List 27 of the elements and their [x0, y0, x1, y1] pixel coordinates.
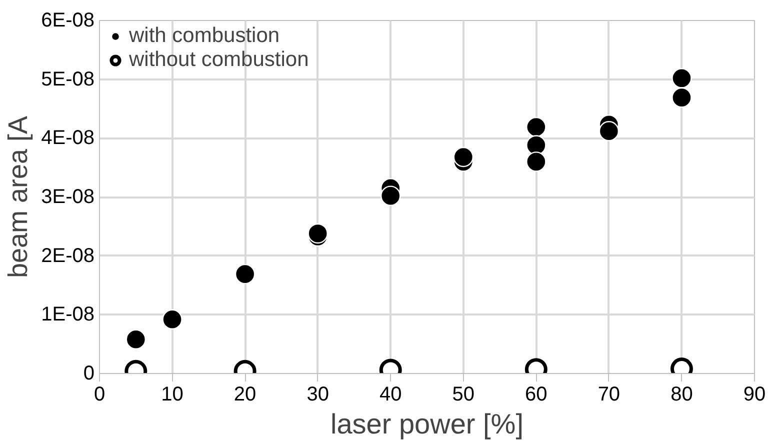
x-tick-label: 10 [161, 384, 184, 406]
point [526, 152, 546, 172]
point [672, 87, 692, 108]
point [380, 186, 401, 206]
x-tick-label: 60 [525, 384, 548, 406]
x-tick-label: 40 [379, 384, 402, 406]
x-axis-title: laser power [%] [330, 408, 524, 440]
x-tick-label: 80 [670, 384, 693, 406]
y-axis-title: beam area [A [3, 116, 34, 278]
y-tick-label: 5E-08 [41, 68, 95, 90]
x-tick-label: 90 [743, 384, 766, 406]
legend-label: with combustion [129, 24, 280, 48]
y-tick-label: 1E-08 [41, 304, 95, 326]
y-tick-label: 6E-08 [41, 10, 95, 32]
x-tick-label: 70 [598, 384, 620, 406]
y-tick-label: 2E-08 [41, 244, 95, 267]
y-tick-label: 3E-08 [41, 186, 95, 208]
x-tick-label: 50 [452, 384, 475, 406]
legend-label: without combustion [129, 48, 309, 72]
y-tick-label: 4E-08 [41, 127, 95, 150]
point [453, 146, 474, 168]
point [526, 116, 546, 138]
y-tick-label: 0 [83, 362, 94, 384]
x-tick-label: 20 [234, 384, 256, 406]
x-tick-label: 30 [306, 384, 329, 406]
point [672, 68, 692, 88]
point [598, 121, 620, 142]
